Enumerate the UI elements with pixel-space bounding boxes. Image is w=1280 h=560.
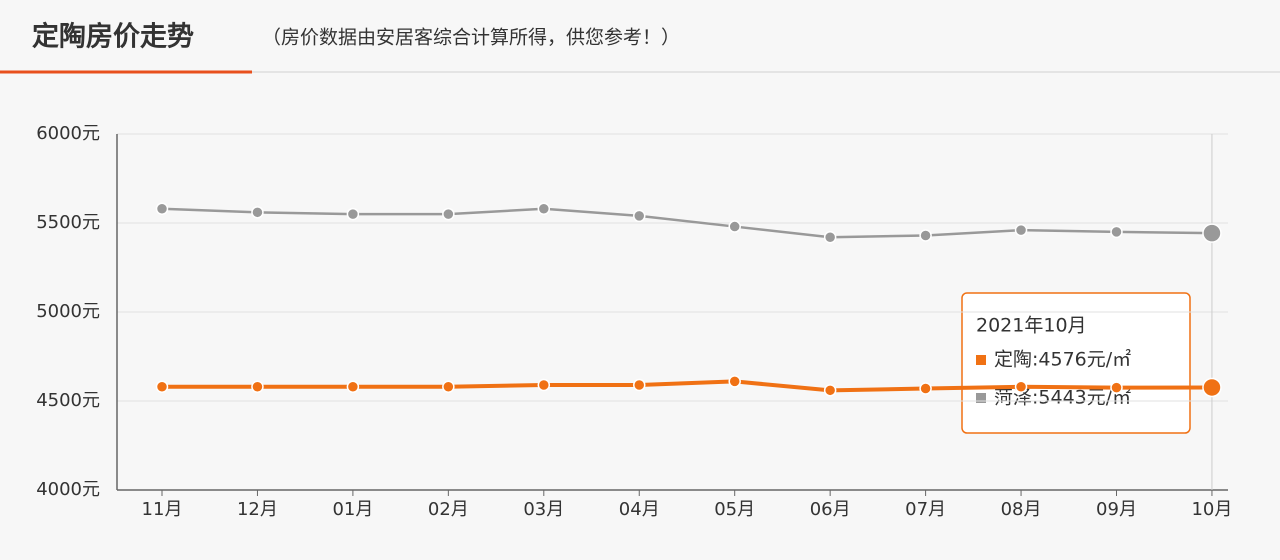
data-point: [346, 207, 360, 221]
page-title: 定陶房价走势: [32, 21, 194, 53]
x-tick-label: 10月: [1191, 499, 1232, 520]
page-subtitle: （房价数据由安居客综合计算所得，供您参考！）: [262, 27, 680, 49]
tooltip-line: 定陶:4576元/㎡: [994, 348, 1131, 371]
data-point: [633, 209, 646, 223]
data-point: [633, 378, 646, 392]
y-tick-label: 6000元: [36, 123, 100, 144]
data-point: [1014, 223, 1028, 237]
data-point: [1202, 223, 1222, 243]
tooltip-title: 2021年10月: [976, 315, 1087, 337]
x-tick-label: 12月: [237, 499, 278, 520]
y-tick-label: 4000元: [36, 479, 100, 500]
series-line: [161, 207, 1212, 239]
data-point: [155, 380, 169, 394]
tooltip-line: 菏泽:5443元/㎡: [994, 386, 1131, 409]
x-tick-label: 06月: [810, 499, 851, 520]
x-tick-label: 09月: [1096, 499, 1137, 520]
data-point: [442, 380, 455, 394]
x-tick-label: 07月: [905, 499, 946, 520]
data-point: [537, 378, 551, 392]
tooltip-box: [961, 292, 1191, 434]
series-line: [162, 379, 1212, 393]
tooltip-swatch: [976, 393, 986, 403]
x-tick-label: 02月: [428, 499, 469, 520]
data-point: [251, 206, 264, 219]
data-point: [1110, 381, 1123, 394]
tooltip-swatch: [976, 355, 986, 365]
y-tick-label: 5500元: [36, 212, 100, 233]
data-point: [823, 230, 837, 244]
data-point: [155, 202, 169, 216]
data-point: [442, 207, 455, 221]
y-tick-label: 4500元: [36, 390, 100, 411]
x-tick-label: 03月: [523, 499, 564, 520]
x-tick-label: 01月: [332, 499, 373, 520]
data-point: [728, 220, 741, 233]
data-point: [919, 382, 932, 395]
data-point: [823, 384, 837, 397]
data-point: [1110, 225, 1123, 239]
data-point: [537, 202, 551, 216]
data-point: [919, 229, 932, 242]
x-tick-label: 05月: [714, 499, 755, 520]
x-tick-label: 04月: [619, 499, 660, 520]
data-point: [1014, 380, 1028, 394]
x-tick-label: 08月: [1001, 499, 1042, 520]
data-point: [346, 380, 360, 394]
y-tick-label: 5000元: [36, 301, 100, 322]
x-tick-label: 11月: [142, 499, 183, 520]
data-point: [251, 380, 264, 394]
data-point: [728, 375, 741, 388]
data-point: [1202, 377, 1222, 398]
